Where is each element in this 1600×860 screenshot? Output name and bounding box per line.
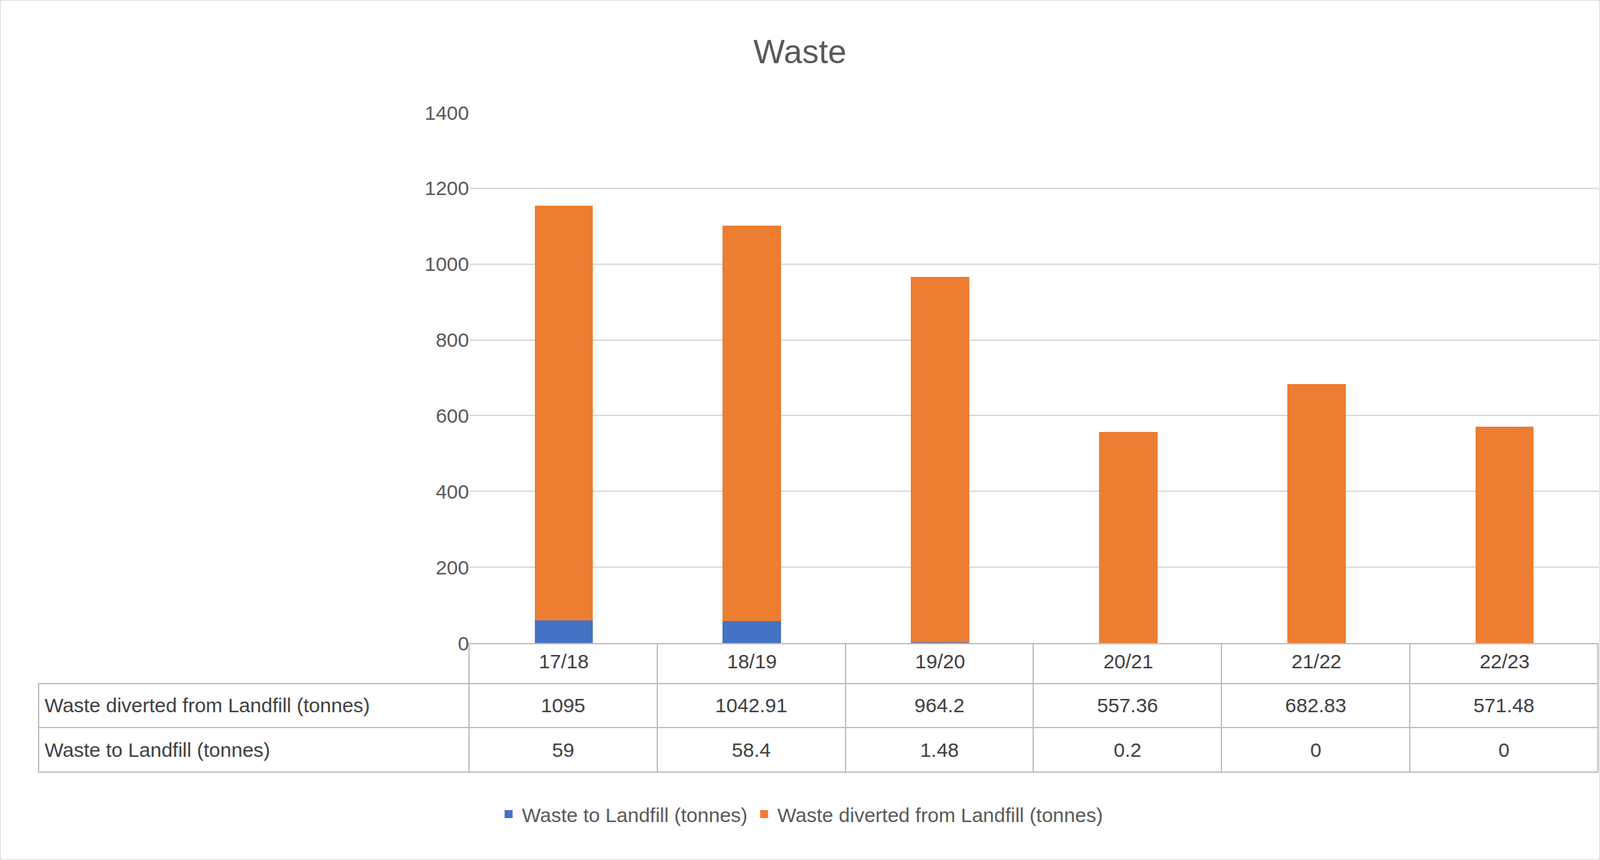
- svg-text:17/18: 17/18: [538, 649, 589, 672]
- svg-text:400: 400: [435, 480, 470, 503]
- svg-text:18/19: 18/19: [727, 649, 778, 672]
- svg-text:21/22: 21/22: [1291, 649, 1342, 672]
- svg-text:600: 600: [435, 404, 470, 427]
- html-text:964.2: 964.2: [914, 693, 965, 716]
- html-text:571.48: 571.48: [1473, 693, 1535, 716]
- svg-text:19/20: 19/20: [915, 649, 966, 672]
- html-text:557.36: 557.36: [1097, 693, 1159, 716]
- svg-text:200: 200: [435, 556, 470, 579]
- html-text:0: 0: [1310, 738, 1322, 761]
- html-text:1095: 1095: [540, 693, 586, 716]
- svg-text:0: 0: [457, 632, 470, 654]
- html-text:Waste to Landfill (tonnes): Waste to Landfill (tonnes): [44, 738, 271, 761]
- svg-text:1000: 1000: [424, 252, 470, 275]
- svg-text:20/21: 20/21: [1103, 649, 1153, 672]
- svg-text:1400: 1400: [424, 101, 470, 124]
- html-text:Waste diverted from Landfill (: Waste diverted from Landfill (tonnes): [44, 693, 370, 716]
- html-text:1042.91: 1042.91: [715, 693, 788, 716]
- html-text:682.83: 682.83: [1285, 693, 1347, 716]
- svg-text:Waste diverted from Landfill (: Waste diverted from Landfill (tonnes): [777, 803, 1104, 826]
- html-text:1.48: 1.48: [920, 738, 959, 761]
- html-text:0: 0: [1498, 738, 1510, 761]
- svg-text:800: 800: [435, 328, 470, 351]
- svg-text:Waste to Landfill (tonnes): Waste to Landfill (tonnes): [522, 803, 748, 826]
- html-text:0.2: 0.2: [1113, 738, 1142, 761]
- html-text:59: 59: [551, 738, 575, 761]
- svg-text:1200: 1200: [424, 176, 470, 199]
- svg-text:Waste: Waste: [753, 33, 847, 71]
- html-text:58.4: 58.4: [731, 738, 771, 761]
- svg-text:22/23: 22/23: [1479, 649, 1530, 672]
